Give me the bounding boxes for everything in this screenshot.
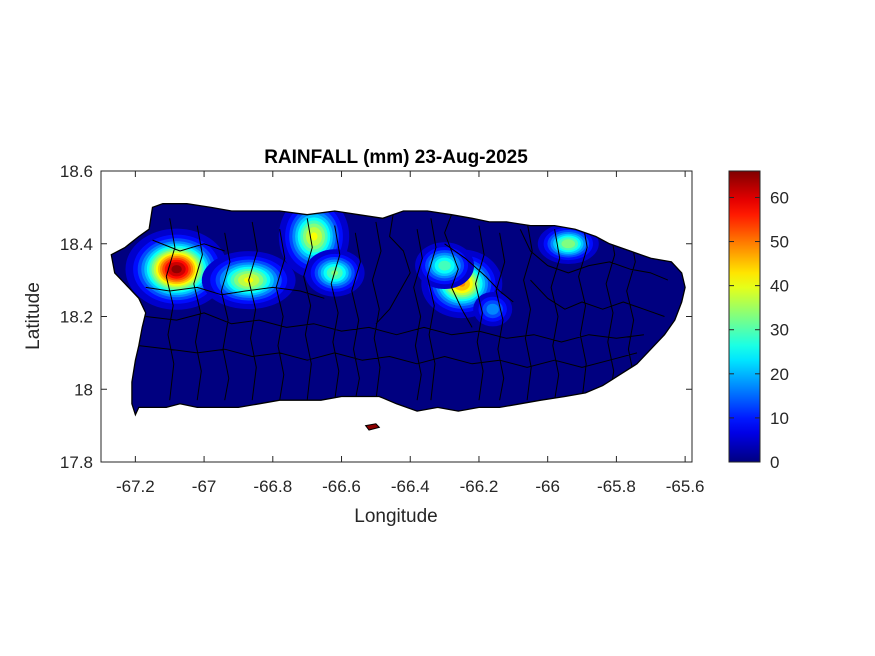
x-tick-label: -66: [535, 477, 560, 496]
y-axis-label: Latitude: [23, 282, 44, 350]
x-tick-label: -66.2: [460, 477, 499, 496]
border-lines: [138, 214, 669, 401]
y-tick-label: 18: [74, 380, 93, 399]
colorbar-tick-label: 30: [770, 321, 789, 340]
y-tick-label: 18.2: [60, 308, 93, 327]
island-coastline: [110, 203, 686, 417]
rain-contour: [486, 303, 499, 315]
rain-cell: [415, 242, 475, 289]
x-axis-label: Longitude: [354, 506, 437, 527]
y-axis-ticks: 17.8 18 18.2 18.4 18.6: [60, 162, 692, 472]
colorbar-tick-label: 0: [770, 453, 779, 472]
rain-cell: [473, 292, 513, 327]
x-tick-label: -66.4: [391, 477, 430, 496]
rain-contour: [171, 265, 182, 274]
rain-contour: [310, 232, 318, 241]
islet-caja-de-muertos: [364, 423, 381, 431]
colorbar-tick-label: 40: [770, 277, 789, 296]
rain-contour: [561, 239, 576, 249]
x-tick-label: -67.2: [116, 477, 155, 496]
colorbar-tick-label: 10: [770, 409, 789, 428]
x-tick-label: -66.8: [253, 477, 292, 496]
x-tick-label: -65.8: [597, 477, 636, 496]
y-tick-label: 18.4: [60, 235, 93, 254]
colorbar-tick-label: 20: [770, 365, 789, 384]
x-tick-label: -65.6: [666, 477, 705, 496]
rainfall-field: [111, 203, 686, 415]
x-axis-ticks: -67.2 -67 -66.8 -66.6 -66.4 -66.2 -66 -65.8 -65.…: [116, 171, 705, 496]
rain-cell: [537, 223, 599, 264]
x-tick-label: -67: [192, 477, 217, 496]
y-tick-label: 17.8: [60, 453, 93, 472]
rain-contour: [438, 260, 451, 271]
colorbar-tick-label: 60: [770, 188, 789, 207]
y-tick-label: 18.6: [60, 162, 93, 181]
municipality-borders: [138, 214, 669, 401]
x-tick-label: -66.6: [322, 477, 361, 496]
colorbar: [728, 170, 761, 463]
colorbar-ticks: 0 10 20 30 40 50 60: [729, 188, 789, 472]
map-title: RAINFALL (mm) 23-Aug-2025: [264, 147, 528, 168]
colorbar-tick-label: 50: [770, 233, 789, 252]
